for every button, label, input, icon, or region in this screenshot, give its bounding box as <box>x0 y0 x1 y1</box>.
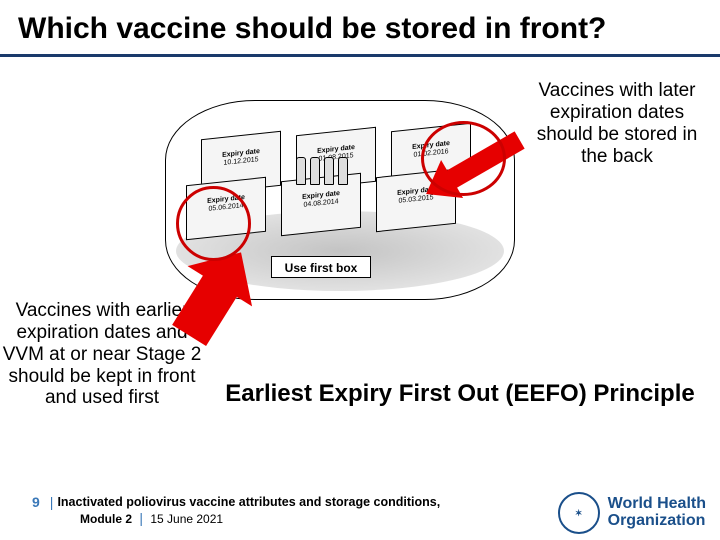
logo-line1: World Health <box>608 496 706 513</box>
vial-icon <box>310 157 320 185</box>
vials-group <box>296 157 348 185</box>
use-first-label: Use first box <box>271 256 371 278</box>
vial-icon <box>324 157 334 185</box>
highlight-circle-back <box>421 121 506 196</box>
callout-back: Vaccines with later expiration dates sho… <box>522 80 712 167</box>
slide-title: Which vaccine should be stored in front? <box>0 0 720 57</box>
footer-text-block: 9 | Inactivated poliovirus vaccine attri… <box>32 494 440 526</box>
footer-title: Inactivated poliovirus vaccine attribute… <box>57 495 440 509</box>
separator-icon: | <box>139 510 143 526</box>
vial-icon <box>338 157 348 185</box>
eefo-principle: Earliest Expiry First Out (EEFO) Princip… <box>225 380 695 409</box>
footer-date: 15 June 2021 <box>150 512 223 526</box>
slide-footer: 9 | Inactivated poliovirus vaccine attri… <box>0 488 720 540</box>
footer-module: Module 2 <box>80 512 132 526</box>
logo-line2: Organization <box>608 513 706 530</box>
separator-icon: | <box>50 494 54 510</box>
page-number: 9 <box>32 494 40 510</box>
who-emblem-icon: ✶ <box>558 492 600 534</box>
callout-front: Vaccines with earlier expiration dates a… <box>2 300 202 409</box>
vial-icon <box>296 157 306 185</box>
who-logo: ✶ World Health Organization <box>558 492 706 534</box>
highlight-circle-front <box>176 186 251 261</box>
